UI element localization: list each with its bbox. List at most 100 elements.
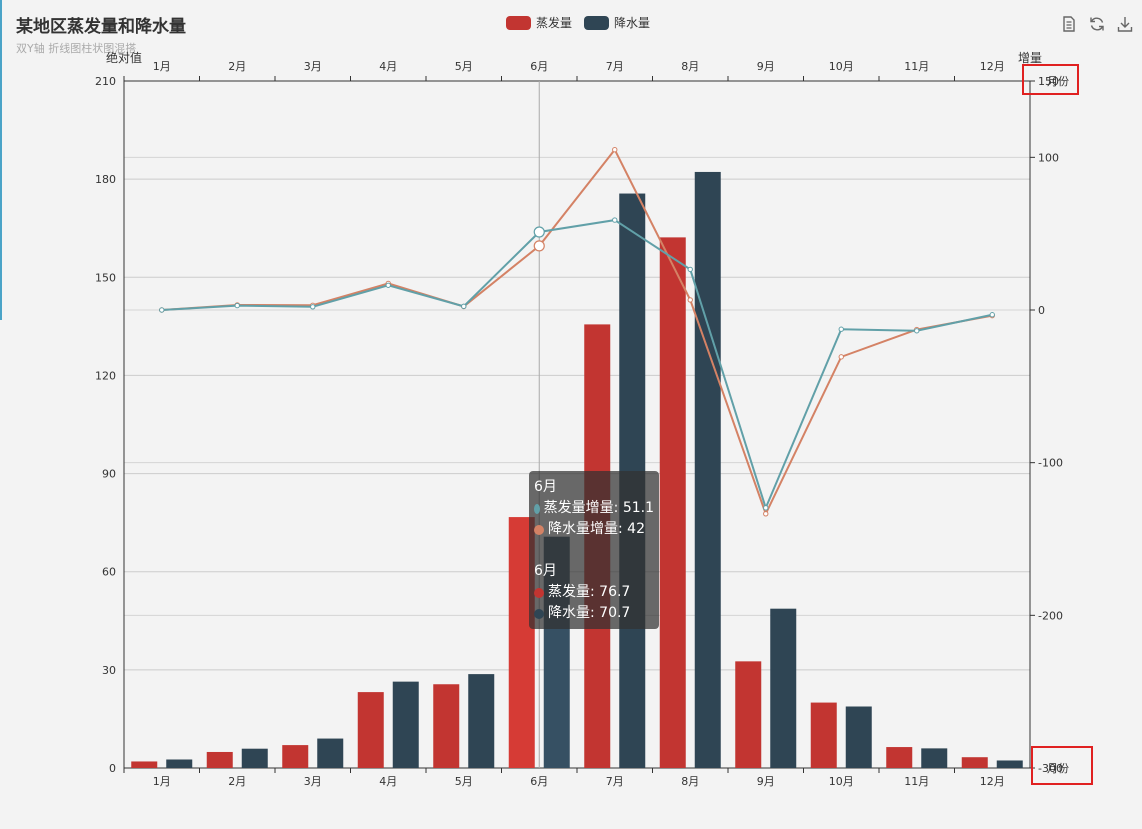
x-tick-label-top: 9月 (757, 60, 775, 73)
left-tick-label: 180 (95, 173, 116, 186)
precipitation-increase-point (838, 354, 844, 360)
x-tick-label-top: 5月 (455, 60, 473, 73)
tooltip-marker (534, 587, 544, 598)
bar-evaporation (282, 745, 309, 768)
bar-precipitation (770, 608, 797, 768)
highlight-box-top (1022, 64, 1079, 95)
tooltip-row: 蒸发量增量: 51.1 (534, 498, 654, 519)
right-tick-label: 150 (1038, 75, 1059, 88)
evaporation-increase-point (159, 307, 165, 313)
evaporation-increase-point (533, 226, 545, 238)
bar-precipitation (317, 738, 344, 768)
tooltip: 6月 蒸发量增量: 51.1 降水量增量: 42 6月 蒸发量: 76.7 降水… (529, 471, 659, 629)
right-tick-label: 100 (1038, 151, 1059, 164)
legend-swatch-evaporation (506, 15, 531, 30)
x-tick-label-bottom: 3月 (304, 775, 322, 788)
legend-label-precipitation: 降水量 (614, 16, 651, 30)
left-tick-label: 150 (95, 271, 116, 284)
x-tick-label-bottom: 8月 (681, 775, 699, 788)
legend-label-evaporation: 蒸发量 (536, 16, 573, 30)
tooltip-row-label: 蒸发量: 76.7 (548, 584, 631, 600)
restore-icon[interactable] (1088, 15, 1106, 33)
x-tick-label-top: 7月 (606, 60, 624, 73)
bar-precipitation (392, 681, 419, 768)
toolbox (1060, 15, 1134, 33)
tooltip-row: 降水量: 70.7 (534, 603, 654, 624)
x-tick-label-top: 3月 (304, 60, 322, 73)
left-tick-label: 120 (95, 369, 116, 382)
evaporation-increase-point (914, 328, 920, 334)
precipitation-increase-line (161, 147, 993, 517)
right-tick-label: -100 (1038, 457, 1063, 470)
left-edge-accent (0, 0, 2, 320)
evaporation-increase-point (385, 282, 391, 288)
tooltip-row-label: 降水量: 70.7 (548, 605, 631, 621)
x-tick-label-top: 12月 (980, 60, 1005, 73)
x-tick-label-bottom: 1月 (153, 775, 171, 788)
bar-precipitation (921, 748, 948, 768)
left-tick-label: 210 (95, 75, 116, 88)
x-tick-label-bottom: 10月 (829, 775, 854, 788)
highlight-box-bottom (1031, 746, 1093, 785)
legend-item-evaporation[interactable]: 蒸发量 (506, 14, 572, 31)
left-axis-name: 绝对值 (106, 50, 142, 65)
bar-precipitation (845, 706, 872, 768)
bar-evaporation (735, 661, 762, 768)
x-tick-label-bottom: 12月 (980, 775, 1005, 788)
precipitation-increase-point (687, 297, 693, 303)
bar-precipitation (166, 759, 193, 768)
x-tick-label-bottom: 2月 (228, 775, 246, 788)
left-tick-label: 90 (102, 468, 116, 481)
chart-subtitle: 双Y轴 折线图柱状图混搭 (16, 42, 137, 55)
legend: 蒸发量 降水量 (506, 14, 650, 31)
tooltip-title-1: 6月 (534, 479, 557, 495)
tooltip-title-2: 6月 (534, 563, 557, 579)
x-tick-label-top: 2月 (228, 60, 246, 73)
left-tick-label: 30 (102, 664, 116, 677)
evaporation-increase-point (310, 304, 316, 310)
legend-swatch-precipitation (584, 15, 610, 30)
tooltip-marker (534, 608, 544, 619)
data-view-icon[interactable] (1060, 15, 1078, 33)
bar-evaporation (961, 757, 988, 768)
left-tick-label: 0 (109, 762, 116, 775)
right-tick-label: 0 (1038, 304, 1045, 317)
right-tick-label: -300 (1038, 762, 1063, 775)
x-tick-label-bottom: 6月 (530, 775, 548, 788)
bar-evaporation (357, 692, 384, 768)
tooltip-spacer (534, 540, 654, 561)
tooltip-marker (534, 503, 540, 514)
evaporation-increase-point (612, 217, 618, 223)
bar-evaporation (886, 747, 913, 768)
bar-evaporation (810, 702, 837, 768)
right-axis-name: 增量 (1018, 51, 1042, 65)
tooltip-row-label: 降水量增量: 42 (548, 521, 645, 537)
bar-evaporation (131, 761, 158, 768)
evaporation-increase-point (687, 266, 693, 273)
x-tick-label-bottom: 9月 (757, 775, 775, 788)
legend-item-precipitation[interactable]: 降水量 (584, 14, 650, 31)
x-tick-label-bottom: 7月 (606, 775, 624, 788)
tooltip-row-label: 蒸发量增量: 51.1 (543, 500, 654, 516)
tooltip-marker (534, 524, 544, 535)
evaporation-increase-point (763, 505, 769, 511)
tooltip-row: 降水量增量: 42 (534, 519, 654, 540)
x-tick-label-top: 4月 (379, 60, 397, 73)
save-image-icon[interactable] (1116, 15, 1134, 33)
x-tick-label-top: 1月 (153, 60, 171, 73)
bar-precipitation (996, 760, 1023, 768)
x-tick-label-bottom: 4月 (379, 775, 397, 788)
precipitation-increase-point (763, 511, 769, 517)
chart-title: 某地区蒸发量和降水量 (16, 17, 186, 37)
x-tick-label-top: 8月 (681, 60, 699, 73)
x-tick-label-top: 10月 (829, 60, 854, 73)
evaporation-increase-point (838, 326, 844, 332)
right-axis-overlay-top: 月份 (1047, 75, 1069, 88)
evaporation-increase-point (461, 303, 467, 310)
precipitation-increase-point (533, 240, 545, 252)
x-tick-label-bottom: 11月 (904, 775, 929, 788)
x-tick-label-bottom: 5月 (455, 775, 473, 788)
bar-precipitation (468, 674, 495, 768)
x-tick-label-top: 6月 (530, 60, 548, 73)
